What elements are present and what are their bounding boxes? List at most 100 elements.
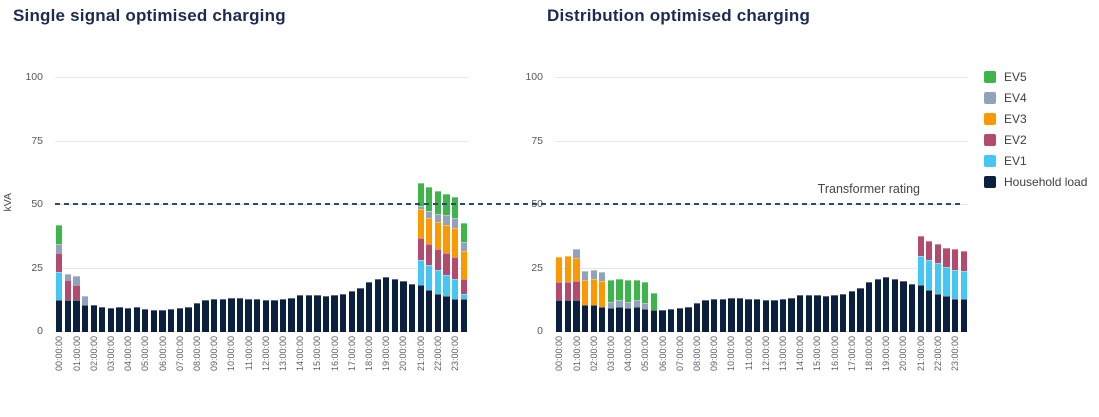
bar-segment-ev2: [64, 279, 72, 301]
bar-segment-ev4: [573, 249, 580, 259]
bar-segment-ev2: [951, 249, 959, 270]
bar-segment-household-load: [262, 300, 269, 332]
bar-segment-ev2: [960, 250, 967, 272]
bar-segment-household-load: [271, 300, 278, 332]
bar-segment-household-load: [374, 278, 381, 332]
legend-item-ev2: EV2: [984, 129, 1087, 150]
x-axis-tick-label: 06:00:00: [157, 336, 168, 372]
bar-segment-household-load: [728, 297, 735, 332]
bar-segment-ev5: [451, 197, 459, 218]
bar-segment-household-load: [236, 297, 244, 332]
bar-segment-ev1: [426, 264, 433, 291]
bar-segment-household-load: [159, 310, 166, 332]
gridline: [55, 77, 468, 78]
bar-segment-household-load: [659, 310, 666, 332]
bar-segment-ev2: [451, 257, 459, 279]
bar-segment-household-load: [193, 302, 201, 332]
bar-segment-household-load: [814, 295, 821, 332]
x-axis-tick-label: 17:00:00: [846, 336, 857, 372]
bar-segment-ev3: [564, 255, 572, 283]
gridline: [555, 331, 968, 332]
x-axis-tick-label: 10:00:00: [226, 336, 237, 372]
x-axis-tick-label: 23:00:00: [950, 336, 961, 372]
bar-segment-household-load: [460, 298, 467, 332]
legend-swatch: [984, 112, 996, 125]
x-axis-tick-label: 00:00:00: [54, 336, 65, 372]
bar-segment-household-load: [676, 307, 683, 332]
x-axis-tick-label: 01:00:00: [571, 336, 582, 372]
bar-segment-ev3: [556, 257, 563, 283]
bar-segment-ev5: [633, 279, 640, 301]
chart-title-single-signal: Single signal optimised charging: [13, 6, 286, 25]
bar-segment-ev2: [573, 281, 580, 301]
bar-segment-household-load: [185, 306, 192, 332]
x-axis-tick-label: 05:00:00: [140, 336, 151, 372]
x-axis-tick-label: 13:00:00: [778, 336, 788, 372]
bar-segment-ev2: [56, 253, 63, 273]
bar-segment-household-load: [556, 300, 563, 332]
y-axis-tick-label: 75: [31, 134, 43, 147]
bar-segment-ev5: [624, 279, 632, 302]
bar-segment-ev4: [443, 215, 450, 226]
bar-segment-household-load: [73, 300, 80, 332]
bar-segment-household-load: [305, 295, 312, 332]
x-axis-tick-label: 11:00:00: [243, 336, 254, 371]
bar-segment-household-load: [883, 277, 890, 332]
bar-segment-household-load: [822, 296, 830, 332]
legend-item-ev3: EV3: [984, 108, 1087, 129]
bar-segment-household-load: [581, 305, 589, 332]
bar-segment-household-load: [245, 298, 252, 332]
bar-segment-ev4: [607, 301, 615, 308]
bar-segment-ev5: [426, 187, 433, 212]
bar-segment-household-load: [736, 297, 744, 332]
bar-segment-ev2: [460, 278, 467, 294]
bar-segment-ev4: [64, 273, 72, 280]
bar-segment-household-load: [64, 300, 72, 332]
bar-segment-ev4: [581, 271, 589, 280]
gridline: [555, 77, 968, 78]
x-axis-tick-label: 13:00:00: [278, 336, 288, 372]
bar-segment-ev4: [451, 217, 459, 228]
bar-segment-ev2: [73, 285, 80, 301]
bar-segment-household-load: [417, 285, 424, 332]
bar-segment-ev4: [633, 300, 640, 307]
bar-segment-ev2: [434, 249, 442, 270]
bar-segment-ev1: [934, 263, 942, 294]
bar-segment-household-load: [142, 309, 149, 332]
bar-segment-ev1: [917, 255, 924, 286]
bar-segment-household-load: [99, 306, 106, 332]
legend-label: Household load: [1004, 174, 1088, 189]
bar-segment-household-load: [702, 300, 709, 332]
x-axis-tick-label: 05:00:00: [640, 336, 651, 372]
bar-segment-household-load: [314, 295, 321, 332]
gridline: [55, 140, 468, 142]
bar-segment-household-load: [81, 305, 89, 332]
bar-segment-household-load: [391, 278, 398, 332]
bar-segment-ev2: [943, 248, 950, 268]
x-axis-tick-label: 20:00:00: [898, 336, 909, 372]
legend-swatch: [984, 175, 996, 188]
bar-segment-ev2: [926, 240, 933, 260]
bar-segment-ev2: [556, 282, 563, 301]
legend-swatch: [984, 154, 996, 167]
bar-segment-household-load: [426, 290, 433, 332]
legend-item-ev5: EV5: [984, 66, 1087, 87]
bar-segment-household-load: [831, 295, 838, 332]
bar-segment-household-load: [624, 307, 632, 332]
bar-segment-ev4: [616, 300, 623, 307]
bar-segment-household-load: [865, 282, 873, 332]
bar-segment-ev1: [951, 269, 959, 299]
x-axis-tick-label: 03:00:00: [605, 336, 616, 372]
x-axis-tick-label: 18:00:00: [864, 336, 875, 372]
bar-segment-household-load: [383, 277, 390, 332]
x-axis-tick-label: 15:00:00: [812, 336, 823, 372]
y-axis-tick-label: 25: [531, 261, 543, 274]
bar-segment-household-load: [607, 307, 615, 332]
legend-swatch: [984, 133, 996, 146]
bar-segment-household-load: [322, 296, 330, 332]
bar-segment-household-load: [788, 297, 795, 332]
bar-segment-ev3: [434, 221, 442, 250]
bar-segment-household-load: [779, 298, 787, 332]
bar-segment-household-load: [176, 307, 183, 332]
